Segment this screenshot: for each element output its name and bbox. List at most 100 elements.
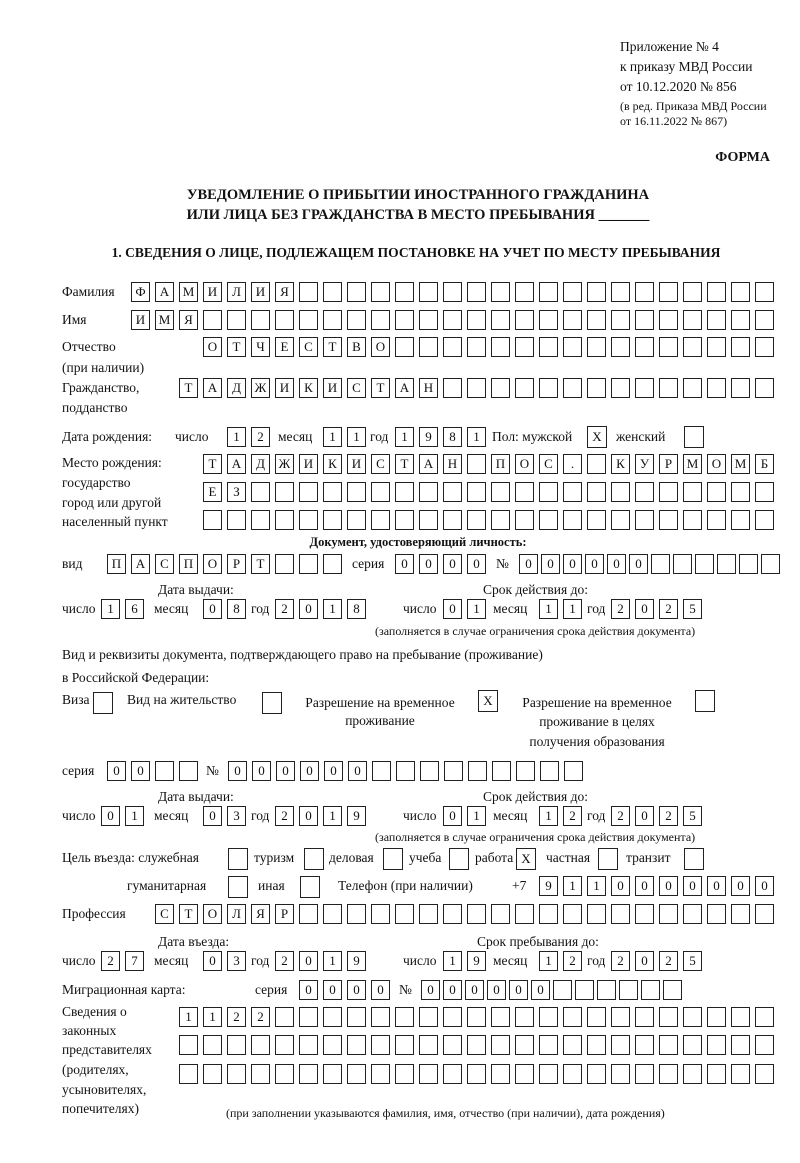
migration-series-char-box[interactable]: 0 xyxy=(371,980,390,1000)
birth-place-char-box[interactable]: Ж xyxy=(275,454,294,474)
name-char-box[interactable] xyxy=(443,310,462,330)
phone-char-box[interactable]: 0 xyxy=(611,876,630,896)
purpose-study-checkbox[interactable] xyxy=(449,848,469,870)
edu-residence-checkbox[interactable] xyxy=(695,690,715,712)
birth-place-char-box[interactable]: П xyxy=(491,454,510,474)
doc-expiry-year-char-box[interactable]: 0 xyxy=(635,599,654,619)
birth-place-char-box[interactable] xyxy=(587,454,606,474)
name-char-box[interactable] xyxy=(395,310,414,330)
stay-month-char-box[interactable]: 2 xyxy=(563,951,582,971)
surname-char-box[interactable] xyxy=(371,282,390,302)
surname-char-box[interactable] xyxy=(755,282,774,302)
representatives-char-box[interactable] xyxy=(443,1035,462,1055)
stay-issue-month-char-box[interactable]: 0 xyxy=(203,806,222,826)
birth-place-char-box[interactable] xyxy=(683,482,702,502)
stay-issue-year-char-box[interactable]: 0 xyxy=(299,806,318,826)
doc-number-char-box[interactable] xyxy=(739,554,758,574)
stay-series-char-box[interactable]: 0 xyxy=(107,761,126,781)
doc-expiry-day-char-box[interactable]: 1 xyxy=(467,599,486,619)
sex-male-checkbox[interactable]: X xyxy=(587,426,607,448)
stay-number-char-box[interactable]: 0 xyxy=(324,761,343,781)
surname-char-box[interactable] xyxy=(707,282,726,302)
representatives-char-box[interactable] xyxy=(635,1035,654,1055)
entry-year-char-box[interactable]: 1 xyxy=(323,951,342,971)
migration-series-char-box[interactable]: 0 xyxy=(299,980,318,1000)
representatives-char-box[interactable] xyxy=(371,1064,390,1084)
stay-expiry-year-char-box[interactable]: 2 xyxy=(659,806,678,826)
representatives-char-box[interactable] xyxy=(587,1064,606,1084)
name-char-box[interactable] xyxy=(635,310,654,330)
representatives-char-box[interactable]: 2 xyxy=(227,1007,246,1027)
profession-char-box[interactable] xyxy=(419,904,438,924)
phone-char-box[interactable]: 9 xyxy=(539,876,558,896)
representatives-char-box[interactable] xyxy=(755,1007,774,1027)
stay-expiry-day-char-box[interactable]: 0 xyxy=(443,806,462,826)
representatives-char-box[interactable] xyxy=(443,1064,462,1084)
name-char-box[interactable] xyxy=(515,310,534,330)
birth-place-char-box[interactable] xyxy=(539,510,558,530)
surname-char-box[interactable] xyxy=(563,282,582,302)
citizenship-char-box[interactable]: Д xyxy=(227,378,246,398)
representatives-char-box[interactable] xyxy=(731,1064,750,1084)
representatives-char-box[interactable] xyxy=(515,1064,534,1084)
birth-place-char-box[interactable] xyxy=(275,510,294,530)
purpose-private-checkbox[interactable] xyxy=(598,848,618,870)
birth-place-char-box[interactable]: Т xyxy=(395,454,414,474)
citizenship-char-box[interactable] xyxy=(635,378,654,398)
representatives-char-box[interactable] xyxy=(323,1035,342,1055)
doc-number-char-box[interactable] xyxy=(651,554,670,574)
phone-char-box[interactable]: 0 xyxy=(707,876,726,896)
stay-number-char-box[interactable] xyxy=(372,761,391,781)
profession-char-box[interactable]: Р xyxy=(275,904,294,924)
phone-char-box[interactable]: 0 xyxy=(731,876,750,896)
phone-char-box[interactable]: 0 xyxy=(635,876,654,896)
residence-checkbox[interactable] xyxy=(262,692,282,714)
name-char-box[interactable] xyxy=(203,310,222,330)
doc-type-char-box[interactable]: О xyxy=(203,554,222,574)
representatives-char-box[interactable]: 1 xyxy=(203,1007,222,1027)
birth-place-char-box[interactable] xyxy=(515,482,534,502)
representatives-char-box[interactable] xyxy=(611,1007,630,1027)
profession-char-box[interactable] xyxy=(299,904,318,924)
entry-day-char-box[interactable]: 7 xyxy=(125,951,144,971)
representatives-char-box[interactable] xyxy=(755,1035,774,1055)
birth-place-char-box[interactable] xyxy=(707,510,726,530)
patronymic-char-box[interactable]: О xyxy=(203,337,222,357)
citizenship-char-box[interactable] xyxy=(731,378,750,398)
surname-char-box[interactable] xyxy=(539,282,558,302)
citizenship-char-box[interactable] xyxy=(755,378,774,398)
migration-number-char-box[interactable] xyxy=(619,980,638,1000)
representatives-char-box[interactable] xyxy=(395,1007,414,1027)
birth-place-char-box[interactable] xyxy=(203,510,222,530)
surname-char-box[interactable]: И xyxy=(251,282,270,302)
doc-issue-year-char-box[interactable]: 2 xyxy=(275,599,294,619)
name-char-box[interactable] xyxy=(227,310,246,330)
name-char-box[interactable] xyxy=(707,310,726,330)
entry-year-char-box[interactable]: 2 xyxy=(275,951,294,971)
birth-place-char-box[interactable] xyxy=(323,482,342,502)
citizenship-char-box[interactable]: С xyxy=(347,378,366,398)
patronymic-char-box[interactable] xyxy=(395,337,414,357)
birth-place-char-box[interactable] xyxy=(707,482,726,502)
stay-issue-year-char-box[interactable]: 9 xyxy=(347,806,366,826)
representatives-char-box[interactable] xyxy=(659,1007,678,1027)
purpose-business-checkbox[interactable] xyxy=(383,848,403,870)
profession-char-box[interactable]: Т xyxy=(179,904,198,924)
birth-place-char-box[interactable] xyxy=(323,510,342,530)
patronymic-char-box[interactable] xyxy=(635,337,654,357)
birth-place-char-box[interactable] xyxy=(299,510,318,530)
birth-place-char-box[interactable]: Р xyxy=(659,454,678,474)
representatives-char-box[interactable] xyxy=(683,1035,702,1055)
migration-number-char-box[interactable]: 0 xyxy=(465,980,484,1000)
birth-place-char-box[interactable]: С xyxy=(539,454,558,474)
birth-place-char-box[interactable]: О xyxy=(707,454,726,474)
doc-issue-year-char-box[interactable]: 1 xyxy=(323,599,342,619)
name-char-box[interactable]: М xyxy=(155,310,174,330)
birth-place-char-box[interactable] xyxy=(683,510,702,530)
doc-series-char-box[interactable]: 0 xyxy=(395,554,414,574)
birth-place-char-box[interactable] xyxy=(635,510,654,530)
doc-number-char-box[interactable]: 0 xyxy=(607,554,626,574)
doc-issue-month-char-box[interactable]: 8 xyxy=(227,599,246,619)
representatives-char-box[interactable] xyxy=(371,1007,390,1027)
birth-place-char-box[interactable] xyxy=(611,482,630,502)
